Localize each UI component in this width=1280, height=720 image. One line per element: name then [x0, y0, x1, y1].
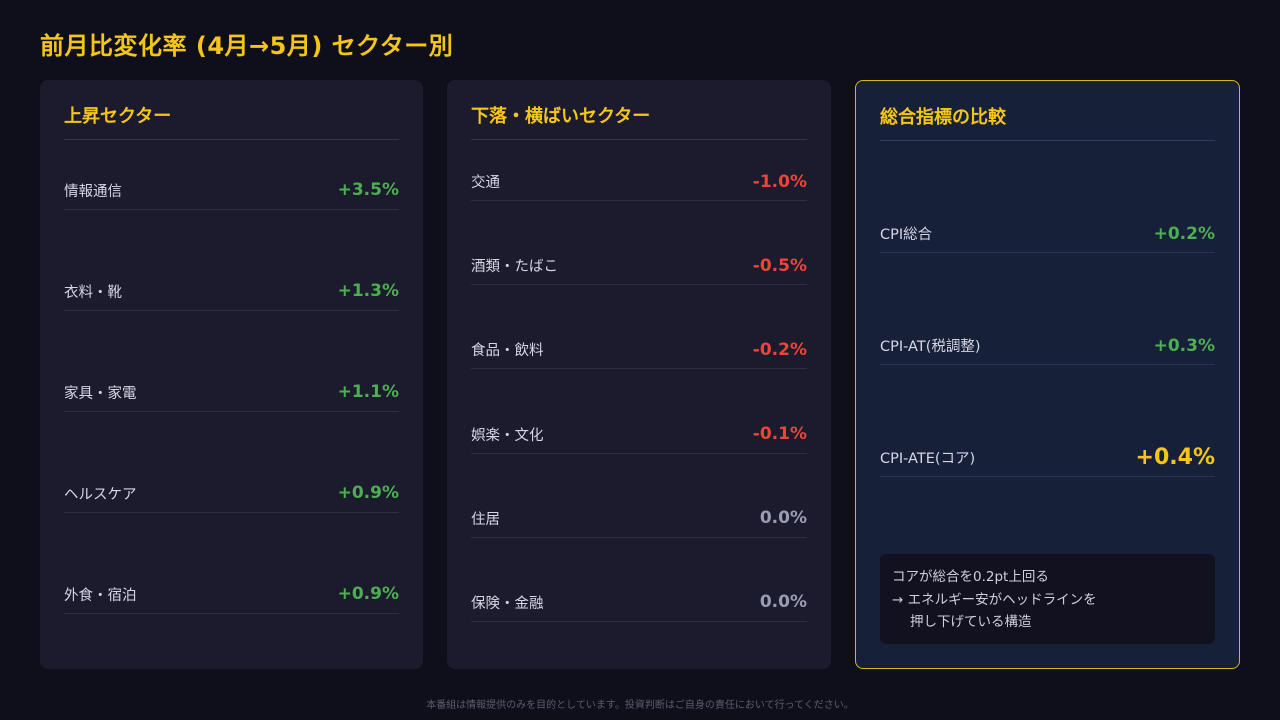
sector-value: -0.1% [752, 424, 807, 445]
sector-label: 食品・飲料 [471, 343, 544, 360]
sector-row: 酒類・たばこ -0.5% [471, 247, 807, 286]
sector-row: 保険・金融 0.0% [471, 584, 807, 622]
sector-label: 住居 [471, 511, 500, 528]
note-line: 押し下げている構造 [910, 614, 1032, 630]
panel-header: 総合指標の比較 [880, 105, 1215, 141]
index-value-highlight: +0.4% [1135, 445, 1215, 470]
sector-row: 家具・家電 +1.1% [64, 374, 399, 412]
sector-value: +0.9% [337, 584, 399, 604]
sector-row: 外食・宿泊 +0.9% [64, 576, 399, 614]
index-row: CPI総合 +0.2% [880, 215, 1215, 253]
sector-value: +3.5% [337, 180, 399, 200]
note-line: コアが総合を0.2pt上回る [892, 569, 1049, 585]
sector-value: +1.1% [337, 382, 399, 402]
index-comparison-panel: 総合指標の比較 CPI総合 +0.2% CPI-AT(税調整) +0.3% CP… [855, 80, 1240, 669]
analysis-note: コアが総合を0.2pt上回る → エネルギー安がヘッドラインを 押し下げている構… [880, 554, 1215, 644]
sector-label: 保険・金融 [471, 595, 544, 612]
sector-value: 0.0% [759, 592, 807, 613]
sector-label: 家具・家電 [64, 385, 137, 402]
panel-header: 下落・横ばいセクター [471, 104, 807, 140]
sector-value: -1.0% [752, 171, 807, 192]
sector-row: 娯楽・文化 -0.1% [471, 416, 807, 454]
sector-label: 交通 [471, 175, 500, 192]
index-row: CPI-ATE(コア) +0.4% [880, 439, 1215, 477]
sector-row: 住居 0.0% [471, 500, 807, 538]
sector-value: -0.5% [752, 255, 807, 276]
disclaimer: 本番組は情報提供のみを目的としています。投資判断はご自身の責任において行ってくだ… [426, 700, 854, 711]
sector-value: +1.3% [337, 281, 399, 301]
sector-value: 0.0% [759, 508, 807, 529]
sector-label: 娯楽・文化 [471, 427, 544, 444]
sector-label: 酒類・たばこ [471, 259, 558, 276]
index-value: +0.2% [1153, 223, 1215, 244]
sector-value: -0.2% [752, 339, 807, 360]
note-line: → エネルギー安がヘッドラインを [892, 591, 1097, 608]
sector-label: 外食・宿泊 [64, 587, 137, 604]
index-label: CPI-AT(税調整) [880, 339, 981, 355]
page-title: 前月比変化率 (4月→5月) セクター別 [40, 32, 454, 60]
index-row: CPI-AT(税調整) +0.3% [880, 327, 1215, 365]
falling-sectors-panel: 下落・横ばいセクター 交通 -1.0% 酒類・たばこ -0.5% 食品・飲料 -… [447, 80, 831, 669]
index-value: +0.3% [1153, 335, 1215, 356]
index-label: CPI総合 [880, 227, 933, 243]
sector-row: 衣料・靴 +1.3% [64, 273, 399, 311]
sector-label: 情報通信 [64, 183, 122, 200]
sector-row: 交通 -1.0% [471, 163, 807, 202]
sector-row: ヘルスケア +0.9% [64, 475, 399, 513]
sector-row: 食品・飲料 -0.2% [471, 331, 807, 370]
sector-label: ヘルスケア [64, 486, 137, 503]
rising-sectors-panel: 上昇セクター 情報通信 +3.5% 衣料・靴 +1.3% 家具・家電 +1.1%… [40, 80, 423, 669]
sector-label: 衣料・靴 [64, 284, 122, 301]
index-label: CPI-ATE(コア) [880, 451, 976, 467]
sector-value: +0.9% [337, 483, 399, 503]
panel-header: 上昇セクター [64, 104, 399, 140]
sector-row: 情報通信 +3.5% [64, 172, 399, 210]
